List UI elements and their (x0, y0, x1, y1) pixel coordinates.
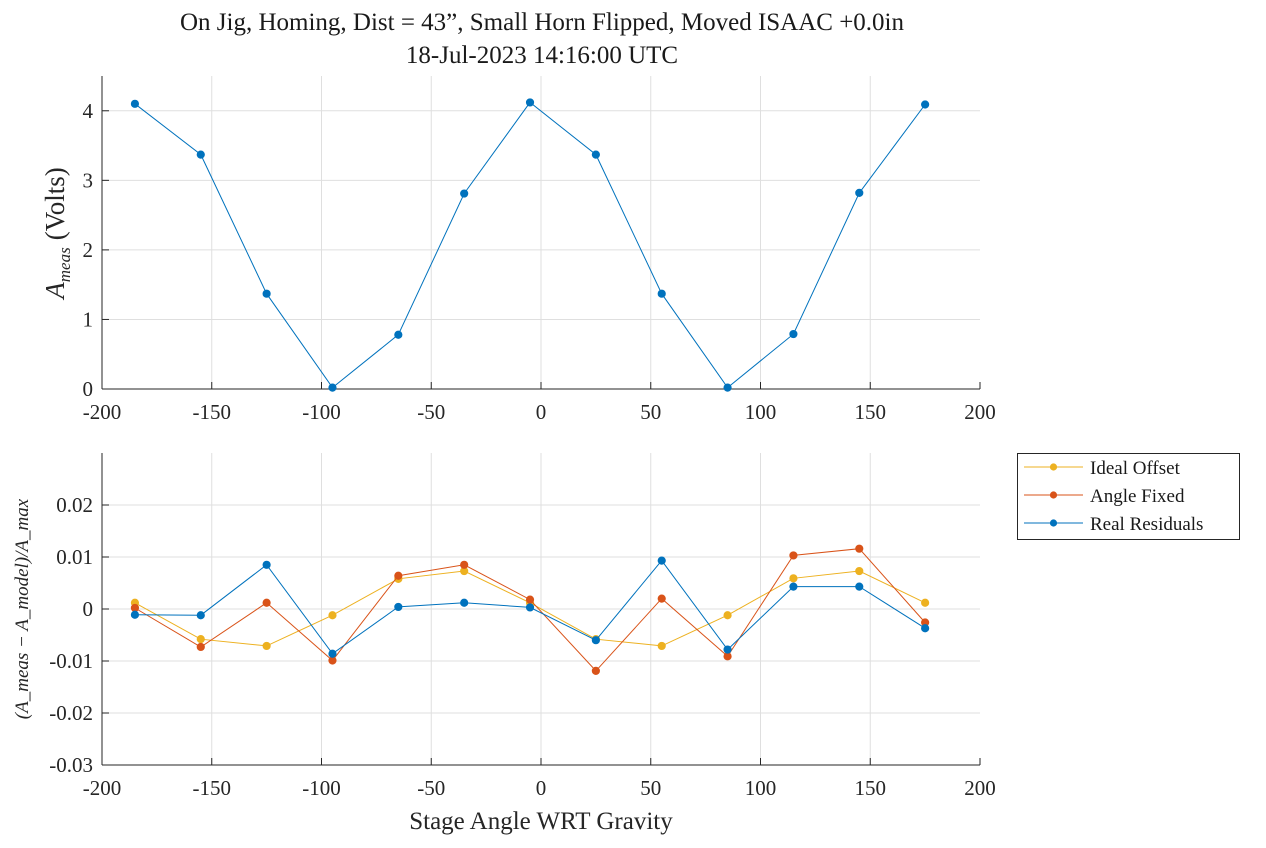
y-tick-label: 3 (83, 168, 94, 192)
y-tick-label: 0.01 (56, 545, 93, 569)
ideal-offset-point (196, 635, 205, 644)
angle-fixed-point (591, 666, 600, 675)
y-tick-label: -0.01 (49, 649, 93, 673)
real-residuals-point (525, 603, 535, 612)
real-residuals-point (130, 610, 140, 619)
series-1-point (328, 383, 337, 392)
series-1-point (723, 383, 732, 392)
y-tick-label: 4 (83, 99, 94, 123)
x-tick-label: 100 (745, 776, 777, 800)
x-tick-label: -150 (193, 776, 232, 800)
figure-title-line-1: On Jig, Homing, Dist = 43”, Small Horn F… (179, 9, 905, 36)
series-1-point (921, 100, 930, 109)
series-1-point (394, 330, 403, 339)
legend-item: Real Residuals (1024, 514, 1203, 535)
angle-fixed-point (328, 656, 337, 665)
real-residuals-point (262, 560, 271, 569)
legend-item: Angle Fixed (1024, 486, 1185, 507)
ideal-offset-point (921, 598, 930, 607)
real-residuals-point (460, 598, 469, 607)
ideal-offset-point (855, 566, 864, 576)
x-tick-label: -100 (302, 400, 341, 424)
ideal-offset-point (328, 611, 337, 620)
angle-fixed-point (525, 595, 535, 604)
series-1-point (591, 150, 600, 159)
legend-item: Ideal Offset (1024, 458, 1181, 479)
ideal-offset-point (789, 574, 798, 583)
legend-swatch-marker (1049, 519, 1058, 527)
ideal-offset-point (657, 641, 666, 651)
y-tick-label: 0 (83, 597, 94, 621)
x-tick-label: -200 (83, 776, 122, 800)
legend-label: Real Residuals (1090, 514, 1203, 535)
series-1-point (525, 98, 535, 107)
x-tick-label: -50 (417, 776, 445, 800)
series-1-point (855, 188, 864, 197)
real-residuals-point (723, 645, 732, 654)
real-residuals-point (328, 649, 337, 658)
axes-2: -200 -150 -100 -50 0 50 100 150 200 -0.03 -0.02 -0.… (49, 453, 996, 800)
series-1-line (134, 101, 926, 389)
real-residuals-point (855, 582, 864, 591)
real-residuals-point (591, 636, 600, 645)
x-tick-label: 50 (640, 400, 661, 424)
y-axis-label-unit: (Volts) (40, 167, 70, 240)
legend: Ideal Offset Angle Fixed Real Residuals (1017, 453, 1240, 540)
x-tick-label: 50 (640, 776, 661, 800)
x-tick-label: -100 (302, 776, 341, 800)
y-tick-label: 0 (83, 377, 94, 401)
ideal-offset-point (262, 641, 271, 651)
y-tick-label: 0.02 (56, 493, 93, 517)
real-residuals-point (196, 611, 205, 620)
legend-label: Ideal Offset (1090, 458, 1181, 479)
y-axis-label-subscript: meas (55, 247, 74, 282)
angle-fixed-point (855, 544, 864, 553)
x-tick-label: 200 (964, 400, 996, 424)
legend-label: Angle Fixed (1090, 486, 1185, 507)
angle-fixed-point (130, 603, 140, 613)
angle-fixed-point (460, 560, 469, 569)
series-1-point (262, 289, 271, 298)
y-axis-label-symbol: A (40, 282, 70, 301)
y-axis-label-top: Ameas (Volts) (40, 167, 74, 300)
series-1-point (196, 150, 205, 159)
x-tick-label: -200 (83, 400, 122, 424)
x-tick-label: -150 (193, 400, 232, 424)
angle-fixed-point (723, 652, 732, 661)
figure-title-line-2: 18-Jul-2023 14:16:00 UTC (405, 42, 679, 69)
x-tick-label: 200 (964, 776, 996, 800)
ideal-offset-point (723, 611, 732, 620)
x-tick-label: 150 (855, 776, 887, 800)
x-axis-label: Stage Angle WRT Gravity (409, 808, 673, 835)
legend-swatch-marker (1049, 463, 1058, 471)
series-1-point (789, 329, 798, 339)
real-residuals-point (657, 556, 666, 565)
x-tick-label: -50 (417, 400, 445, 424)
series-1-point (130, 99, 140, 108)
series-1-point (460, 189, 469, 198)
x-tick-label: 150 (855, 400, 887, 424)
x-tick-label: 100 (745, 400, 777, 424)
angle-fixed-point (657, 594, 666, 603)
y-tick-label: -0.02 (49, 701, 93, 725)
real-residuals-point (394, 602, 403, 612)
angle-fixed-point (789, 551, 798, 560)
y-tick-label: 2 (83, 238, 94, 262)
legend-swatch-marker (1049, 491, 1058, 499)
x-tick-label: 0 (536, 776, 547, 800)
real-residuals-point (921, 624, 930, 633)
y-axis-label-bottom: (A_meas − A_model)/A_max (12, 498, 33, 719)
axes-1: -200 -150 -100 -50 0 50 100 150 200 0 1 2 3 4 (83, 76, 996, 424)
angle-fixed-point (262, 598, 271, 607)
y-tick-label: -0.03 (49, 753, 93, 777)
angle-fixed-point (196, 642, 205, 652)
series-1-point (657, 289, 666, 298)
x-tick-label: 0 (536, 400, 547, 424)
angle-fixed-point (394, 571, 403, 580)
real-residuals-point (789, 582, 798, 591)
y-tick-label: 1 (83, 307, 94, 331)
